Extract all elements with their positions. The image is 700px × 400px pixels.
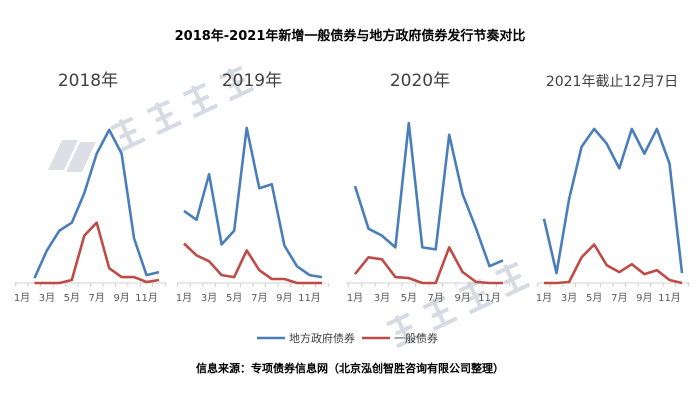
x-tick-label: 5月 xyxy=(226,292,242,304)
x-tick-label: 1月 xyxy=(14,292,30,304)
x-tick-label: 9月 xyxy=(454,292,470,304)
x-tick-label: 11月 xyxy=(478,292,501,304)
legend-label: 一般债券 xyxy=(394,331,438,345)
x-tick-label: 7月 xyxy=(89,292,105,304)
watermark-glyphs-icon xyxy=(110,65,255,152)
x-tick-label: 9月 xyxy=(276,292,292,304)
x-tick-label: 9月 xyxy=(113,292,129,304)
series-line-local-gov-bond xyxy=(353,121,504,268)
series-line-general-bond xyxy=(544,243,683,285)
x-tick-label: 5月 xyxy=(586,292,602,304)
x-tick-label: 5月 xyxy=(401,292,417,304)
x-tick-label: 11月 xyxy=(135,292,158,304)
panel-title: 2020年 xyxy=(390,71,450,91)
series-line-general-bond xyxy=(183,242,322,285)
panel-title: 2018年 xyxy=(58,71,118,91)
panel-title: 2021年截止12月7日 xyxy=(546,74,678,90)
panel-title: 2019年 xyxy=(222,71,282,91)
x-tick-label: 3月 xyxy=(374,292,390,304)
x-tick-label: 7月 xyxy=(251,292,267,304)
x-tick-label: 1月 xyxy=(347,292,363,304)
x-tick-label: 7月 xyxy=(428,292,444,304)
chart-title: 2018年-2021年新增一般债券与地方政府债券发行节奏对比 xyxy=(175,28,526,44)
x-tick-label: 3月 xyxy=(561,292,577,304)
watermark-logo-icon xyxy=(48,140,96,172)
x-tick-label: 7月 xyxy=(611,292,627,304)
series-line-local-gov-bond xyxy=(33,128,160,279)
x-tick-label: 5月 xyxy=(64,292,80,304)
x-tick-label: 11月 xyxy=(658,292,681,304)
legend-label: 地方政府债券 xyxy=(289,331,355,345)
x-tick-label: 11月 xyxy=(298,292,321,304)
x-tick-label: 1月 xyxy=(176,292,192,304)
x-tick-label: 1月 xyxy=(536,292,552,304)
x-tick-label: 3月 xyxy=(39,292,55,304)
series-line-local-gov-bond xyxy=(183,126,323,279)
source-note: 信息来源：专项债券信息网（北京泓创智胜咨询有限公司整理） xyxy=(196,361,504,375)
x-tick-label: 3月 xyxy=(201,292,217,304)
watermark-glyphs-icon xyxy=(386,261,531,348)
series-line-local-gov-bond xyxy=(542,127,684,275)
x-tick-label: 9月 xyxy=(636,292,652,304)
series-line-general-bond xyxy=(353,246,503,285)
